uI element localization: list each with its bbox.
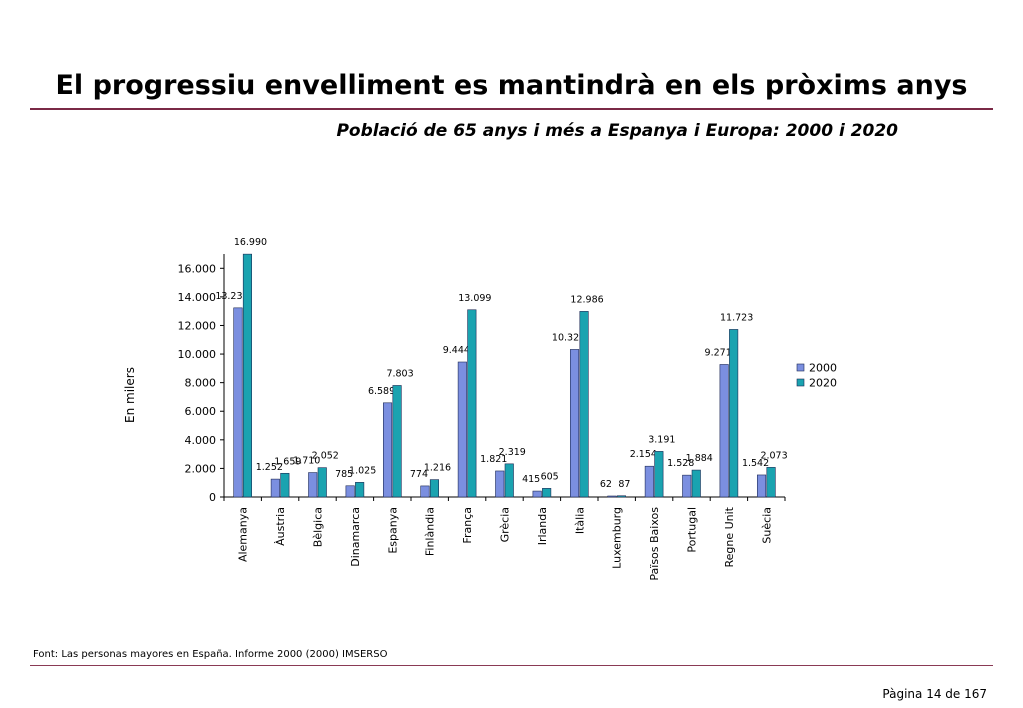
bar-2000 [270,478,280,498]
bar-2020 [504,463,514,498]
data-label-2000: 1.528 [667,458,694,469]
y-tick-label: 16.000 [178,262,217,275]
data-label-2020: 11.723 [720,312,753,323]
y-tick-label: 14.000 [178,291,217,304]
bar-2000 [308,472,318,498]
legend-label-2000: 2000 [809,362,837,375]
chart-title: Població de 65 anys i més a Espanya i Eu… [336,121,898,141]
data-label-2000: 10.323 [552,332,585,343]
x-tick-label: Països Baixos [648,507,661,581]
y-tick-label: 8.000 [185,377,217,390]
bar-2020 [392,385,402,498]
data-label-2020: 3.191 [648,434,675,445]
x-tick-label: Dinamarca [349,507,362,567]
bar-2000 [233,307,243,498]
data-label-2020: 13.099 [458,293,491,304]
x-tick-label: Irlanda [536,507,549,545]
y-tick-label: 4.000 [185,434,217,447]
data-label-2000: 6.589 [368,386,395,397]
x-tick-label: Finlàndia [424,507,437,556]
bar-2000 [719,364,729,498]
data-label-2000: 62 [600,479,612,490]
x-tick-label: Itàlia [573,507,586,534]
data-label-2000: 9.444 [443,345,470,356]
bar-2020 [542,488,552,498]
bar-2000 [382,402,393,498]
data-label-2020: 12.986 [570,294,603,305]
title-divider [30,108,993,110]
bar-2020 [280,472,290,498]
legend-swatch-2000 [796,363,805,372]
y-tick-label: 6.000 [185,405,217,418]
bar-2000 [495,470,505,498]
bar-2020 [691,469,701,498]
page-title: El progressiu envelliment es mantindrà e… [55,70,968,101]
bar-2020 [242,253,252,498]
x-tick-label: Regne Unit [723,506,736,567]
data-label-2020: 1.216 [424,463,451,474]
bar-2000 [420,485,430,498]
bar-2020 [355,482,365,498]
bar-2000 [457,361,467,498]
data-label-2020: 87 [618,479,630,490]
source-note: Font: Las personas mayores en España. In… [33,649,388,660]
legend-label-2020: 2020 [809,377,837,390]
y-tick-label: 12.000 [178,319,217,332]
x-tick-label: Luxemburg [611,507,624,569]
data-label-2020: 16.990 [234,237,267,248]
x-tick-label: Alemanya [237,507,250,562]
data-label-2000: 1.710 [293,456,320,467]
y-axis-label: En milers [123,367,137,423]
data-label-2020: 1.884 [686,453,713,464]
data-label-2000: 1.542 [742,458,769,469]
bar-2000 [644,465,654,498]
y-tick-label: 10.000 [178,348,217,361]
data-label-2000: 1.252 [256,462,283,473]
x-tick-label: Suècia [760,507,773,544]
bar-2000 [569,349,580,498]
data-label-2020: 2.073 [760,450,787,461]
y-tick-label: 2.000 [185,462,217,475]
bar-2020 [766,467,776,498]
bar-2000 [756,474,767,498]
x-tick-label: Grècia [499,507,512,542]
x-tick-label: França [461,507,474,544]
data-label-2020: 2.319 [499,447,526,458]
bar-2000 [682,474,692,498]
bar-2020 [429,479,440,498]
bar-2020 [579,311,589,498]
bar-2020 [729,329,739,498]
bar-2020 [616,495,627,498]
bar-2020 [317,467,327,498]
x-tick-label: Bèlgica [312,507,325,547]
data-label-2020: 7.803 [386,368,413,379]
x-tick-label: Espanya [386,507,399,554]
bar-2020 [654,451,664,498]
page-number: Pàgina 14 de 167 [882,687,987,701]
bar-2020 [467,309,477,498]
data-label-2020: 1.659 [274,456,301,467]
data-label-2000: 13.233 [215,291,248,302]
x-tick-label: Àustria [274,507,287,546]
data-label-2000: 1.821 [480,454,507,465]
data-label-2000: 415 [522,474,540,485]
data-label-2020: 605 [541,471,559,482]
bar-2000 [345,485,355,498]
x-tick-label: Portugal [686,507,699,553]
footer-divider [30,665,993,666]
data-label-2000: 774 [410,469,428,480]
data-label-2020: 1.025 [349,465,376,476]
data-label-2000: 785 [335,469,353,480]
legend-swatch-2020 [796,378,805,387]
y-tick-label: 0 [209,491,216,504]
data-label-2000: 9.271 [705,347,732,358]
data-label-2020: 2.052 [312,451,339,462]
data-label-2000: 2.154 [630,449,657,460]
bar-2000 [607,495,617,498]
bar-2000 [532,490,542,498]
